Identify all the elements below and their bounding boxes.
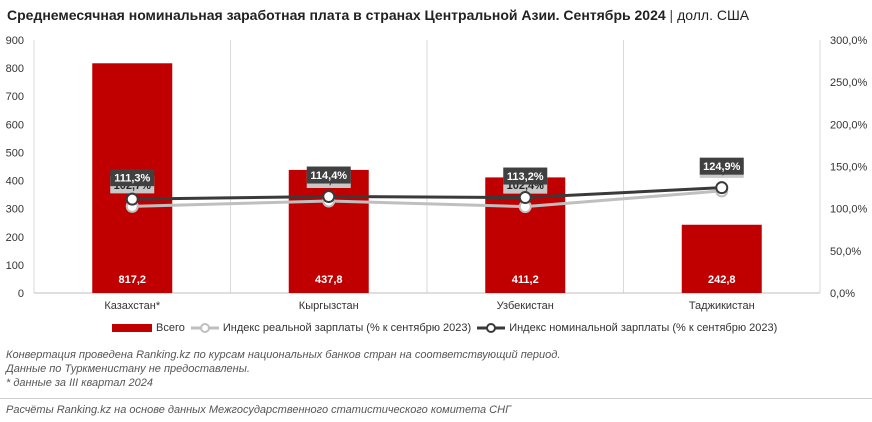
chart-title: Среднемесячная номинальная заработная пл…: [7, 7, 749, 23]
note-conversion: Конвертация проведена Ranking.kz по курс…: [6, 349, 561, 361]
nominal-index-data-label-bg: [699, 157, 744, 175]
x-tick-label: Узбекистан: [497, 300, 554, 312]
chart-source: Расчёты Ranking.kz на основе данных Межг…: [6, 404, 512, 416]
bar-value-label: 242,8: [708, 274, 736, 286]
legend-swatch-real: [190, 323, 219, 333]
chart-legend: Всего Индекс реальной зарплаты (% к сент…: [112, 322, 783, 334]
legend-item-real: Индекс реальной зарплаты (% к сентябрю 2…: [190, 322, 472, 334]
y-tick-label: 400: [6, 176, 24, 188]
y-tick-label: 900: [6, 35, 24, 47]
y-tick-label: 800: [6, 63, 24, 75]
x-tick-label: Казахстан*: [104, 300, 161, 312]
real-index-line: [132, 189, 722, 209]
nominal-index-data-label: 114,4%: [310, 170, 347, 182]
y-tick-label: 200: [6, 232, 24, 244]
nominal-index-line: [132, 186, 722, 201]
legend-label-nominal: Индекс номинальной зарплаты (% к сентябр…: [509, 322, 778, 334]
y2-tick-label: 250,0%: [830, 77, 868, 89]
y2-tick-label: 0,0%: [830, 288, 855, 300]
nominal-index-point: [715, 181, 729, 195]
chart-title-unit: долл. США: [677, 7, 750, 23]
y2-tick-label: 200,0%: [830, 119, 868, 131]
legend-item-bar: Всего: [112, 322, 185, 334]
y-tick-label: 300: [6, 204, 24, 216]
x-tick-label: Кыргызстан: [299, 300, 359, 312]
chart-notes: Конвертация проведена Ranking.kz по курс…: [6, 348, 560, 390]
chart-title-main: Среднемесячная номинальная заработная пл…: [7, 7, 666, 23]
nominal-index-data-label: 113,2%: [507, 171, 544, 183]
note-asterisk: * данные за III квартал 2024: [6, 377, 153, 389]
y2-tick-label: 100,0%: [830, 204, 868, 216]
nominal-index-data-label: 124,9%: [703, 161, 741, 173]
nominal-index-point: [125, 192, 139, 206]
chart-title-separator: |: [669, 7, 674, 23]
nominal-index-point: [322, 190, 336, 204]
divider: [0, 398, 872, 399]
y2-tick-label: 300,0%: [830, 35, 868, 47]
y-tick-label: 600: [6, 119, 24, 131]
y-tick-label: 0: [18, 288, 24, 300]
bar-value-label: 437,8: [315, 274, 343, 286]
chart: 0 100 200 300 400 500 600 700 800 900 0,0% 50,0% 100…: [6, 35, 868, 312]
x-tick-label: Таджикистан: [689, 300, 755, 312]
legend-label-bar: Всего: [156, 322, 185, 334]
note-turkmenistan: Данные по Туркменистану не предоставлены…: [6, 363, 250, 375]
bar-value-label: 817,2: [118, 274, 146, 286]
legend-swatch-bar: [112, 324, 152, 332]
y2-tick-label: 150,0%: [830, 162, 868, 174]
y2-tick-label: 50,0%: [830, 246, 861, 258]
nominal-index-data-label-bg: [503, 167, 548, 185]
nominal-index-data-label: 111,3%: [114, 173, 150, 185]
nominal-index-data-label-bg: [110, 169, 155, 187]
bar-value-label: 411,2: [512, 274, 539, 286]
nominal-index-data-label-bg: [306, 166, 351, 184]
y-tick-label: 100: [6, 260, 24, 272]
bar: [681, 224, 762, 293]
legend-item-nominal: Индекс номинальной зарплаты (% к сентябр…: [477, 322, 777, 334]
legend-swatch-nominal: [477, 323, 506, 333]
legend-label-real: Индекс реальной зарплаты (% к сентябрю 2…: [222, 322, 472, 334]
nominal-index-point: [518, 191, 532, 205]
y-tick-label: 500: [6, 147, 24, 159]
y-tick-label: 700: [6, 91, 24, 103]
